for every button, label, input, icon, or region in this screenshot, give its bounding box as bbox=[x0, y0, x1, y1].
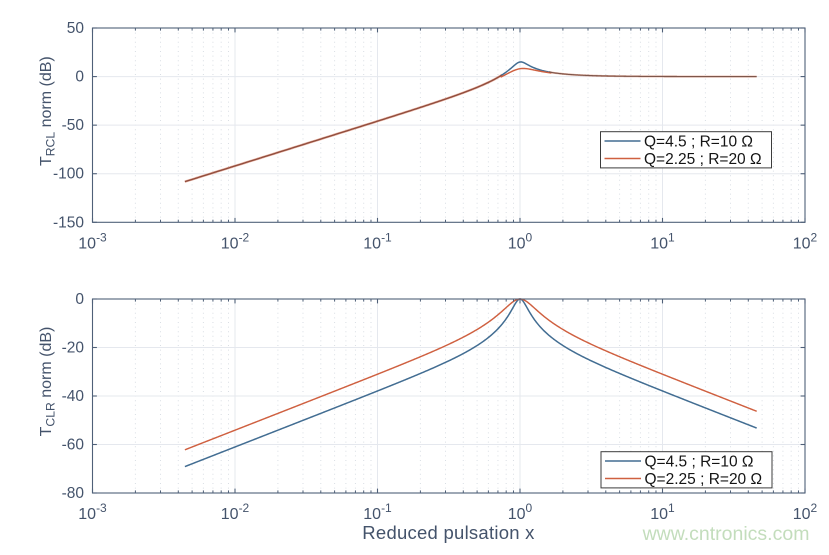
svg-text:10-3: 10-3 bbox=[78, 231, 107, 253]
svg-text:100: 100 bbox=[508, 231, 533, 253]
svg-text:100: 100 bbox=[508, 501, 533, 523]
svg-text:0: 0 bbox=[75, 69, 84, 86]
svg-text:10-1: 10-1 bbox=[363, 231, 392, 253]
svg-text:10-2: 10-2 bbox=[221, 501, 250, 523]
svg-text:-50: -50 bbox=[62, 117, 85, 134]
svg-text:10-1: 10-1 bbox=[363, 501, 392, 523]
svg-text:10-3: 10-3 bbox=[78, 501, 107, 523]
svg-text:TRCL norm (dB): TRCL norm (dB) bbox=[38, 56, 58, 166]
svg-text:-60: -60 bbox=[62, 437, 85, 454]
svg-text:0: 0 bbox=[75, 291, 84, 308]
svg-text:-80: -80 bbox=[62, 485, 85, 502]
svg-text:Q=4.5 ; R=10 Ω: Q=4.5 ; R=10 Ω bbox=[645, 453, 754, 470]
svg-text:50: 50 bbox=[67, 20, 85, 37]
svg-text:Q=4.5 ; R=10 Ω: Q=4.5 ; R=10 Ω bbox=[644, 133, 753, 150]
svg-text:-20: -20 bbox=[62, 340, 85, 357]
svg-text:102: 102 bbox=[793, 501, 818, 523]
svg-text:-100: -100 bbox=[53, 166, 84, 183]
svg-text:101: 101 bbox=[650, 231, 675, 253]
svg-text:www.cntronics.com: www.cntronics.com bbox=[642, 523, 810, 545]
svg-text:Reduced pulsation x: Reduced pulsation x bbox=[362, 522, 535, 543]
svg-text:TCLR norm (dB): TCLR norm (dB) bbox=[38, 327, 58, 437]
svg-text:Q=2.25 ; R=20 Ω: Q=2.25 ; R=20 Ω bbox=[644, 151, 762, 168]
svg-text:10-2: 10-2 bbox=[221, 231, 250, 253]
svg-text:-150: -150 bbox=[53, 214, 84, 231]
svg-text:102: 102 bbox=[793, 231, 818, 253]
svg-text:101: 101 bbox=[650, 501, 675, 523]
svg-text:-40: -40 bbox=[62, 388, 85, 405]
svg-text:Q=2.25 ; R=20 Ω: Q=2.25 ; R=20 Ω bbox=[645, 471, 763, 488]
